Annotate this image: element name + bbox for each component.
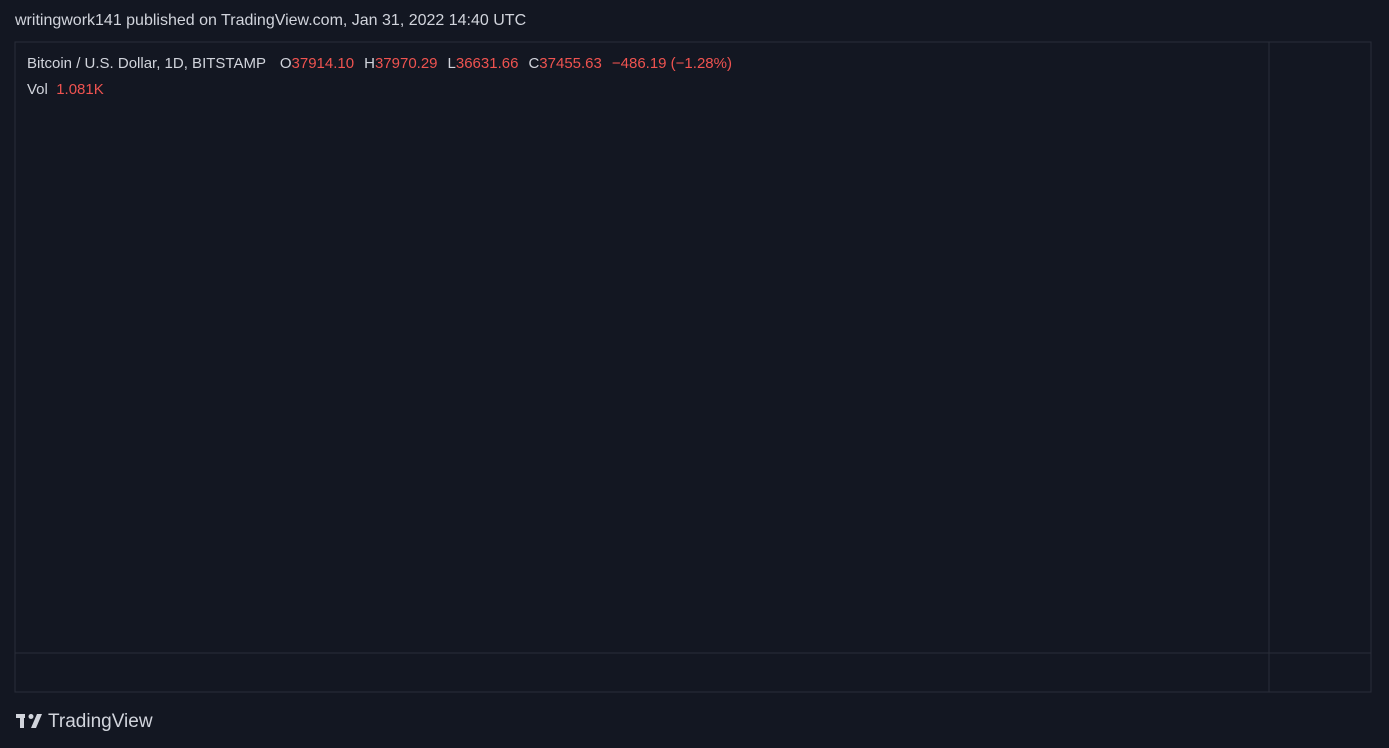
change-value: −486.19 (−1.28%) bbox=[611, 55, 732, 72]
volume-legend: Vol 1.081K bbox=[27, 81, 104, 98]
logo-shape bbox=[20, 714, 24, 728]
logo-shape bbox=[28, 714, 34, 719]
symbol-name: Bitcoin / U.S. Dollar, 1D, BITSTAMP bbox=[27, 55, 266, 72]
ohlc-value: 37970.29 bbox=[374, 55, 438, 72]
symbol-legend: Bitcoin / U.S. Dollar, 1D, BITSTAMP O379… bbox=[27, 55, 732, 72]
ohlc-key: O bbox=[279, 55, 292, 72]
published-line: writingwork141 published on TradingView.… bbox=[15, 12, 527, 29]
brand-logo: TradingView bbox=[16, 711, 153, 732]
volume-value: 1.081K bbox=[56, 81, 104, 98]
ohlc-value: 37455.63 bbox=[539, 55, 602, 72]
pane-frame bbox=[14, 41, 1372, 693]
ohlc-key: H bbox=[364, 55, 375, 72]
ohlc-key: C bbox=[528, 55, 540, 72]
ohlc-key: L bbox=[447, 55, 456, 72]
brand-name: TradingView bbox=[48, 711, 153, 732]
ohlc-value: 37914.10 bbox=[291, 55, 355, 72]
logo-shape bbox=[31, 714, 42, 728]
volume-key: Vol bbox=[27, 81, 48, 98]
ohlc-value: 36631.66 bbox=[455, 55, 519, 72]
